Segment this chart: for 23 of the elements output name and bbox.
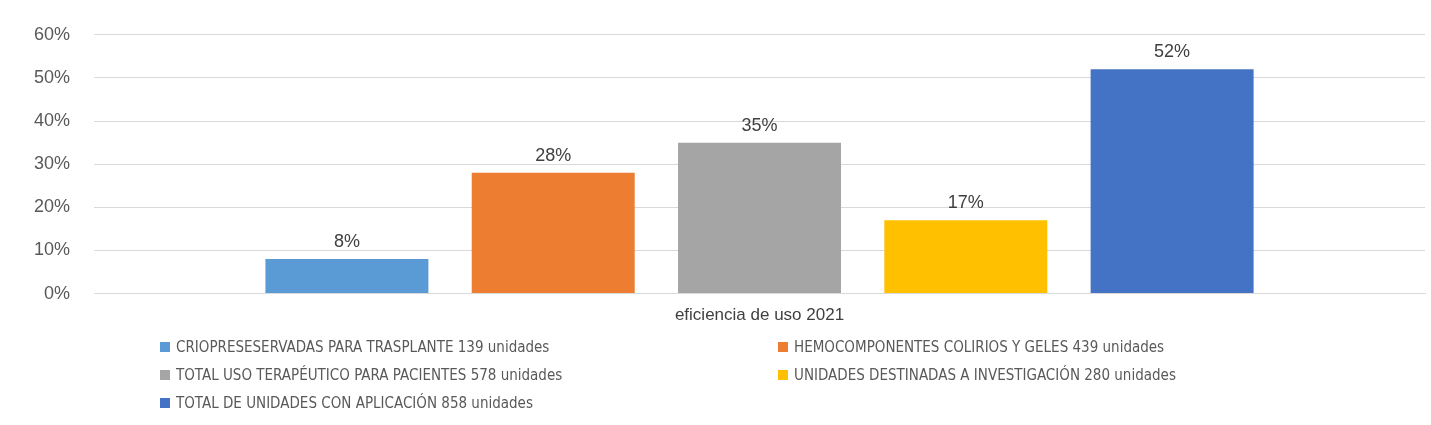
data-label: 28% (535, 144, 572, 165)
y-tick-label: 0% (44, 282, 71, 303)
data-label: 52% (1154, 41, 1191, 62)
legend-label: CRIOPRESESERVADAS PARA TRASPLANTE 139 unidades (176, 338, 550, 356)
y-tick-label: 10% (34, 239, 71, 260)
legend-label: HEMOCOMPONENTES COLIRIOS Y GELES 439 unidades (794, 338, 1165, 356)
y-tick-label: 30% (34, 153, 71, 174)
bar (1090, 69, 1254, 294)
x-tick-label: eficiencia de uso 2021 (674, 305, 845, 325)
legend-label: UNIDADES DESTINADAS A INVESTIGACIÓN 280 unidades (794, 366, 1176, 384)
bar (884, 220, 1048, 294)
y-tick-label: 40% (34, 110, 71, 131)
bar (265, 259, 429, 294)
legend-label: TOTAL USO TERAPÉUTICO PARA PACIENTES 578 unidades (176, 366, 563, 384)
y-tick-label: 20% (34, 196, 71, 217)
data-label: 17% (947, 192, 984, 213)
legend-label: TOTAL DE UNIDADES CON APLICACIÓN 858 unidades (176, 394, 533, 412)
data-label: 35% (741, 114, 778, 135)
y-tick-label: 50% (34, 66, 71, 87)
bar (678, 142, 841, 294)
y-tick-label: 60% (34, 23, 71, 44)
data-label: 8% (333, 231, 360, 252)
bar (471, 172, 635, 294)
